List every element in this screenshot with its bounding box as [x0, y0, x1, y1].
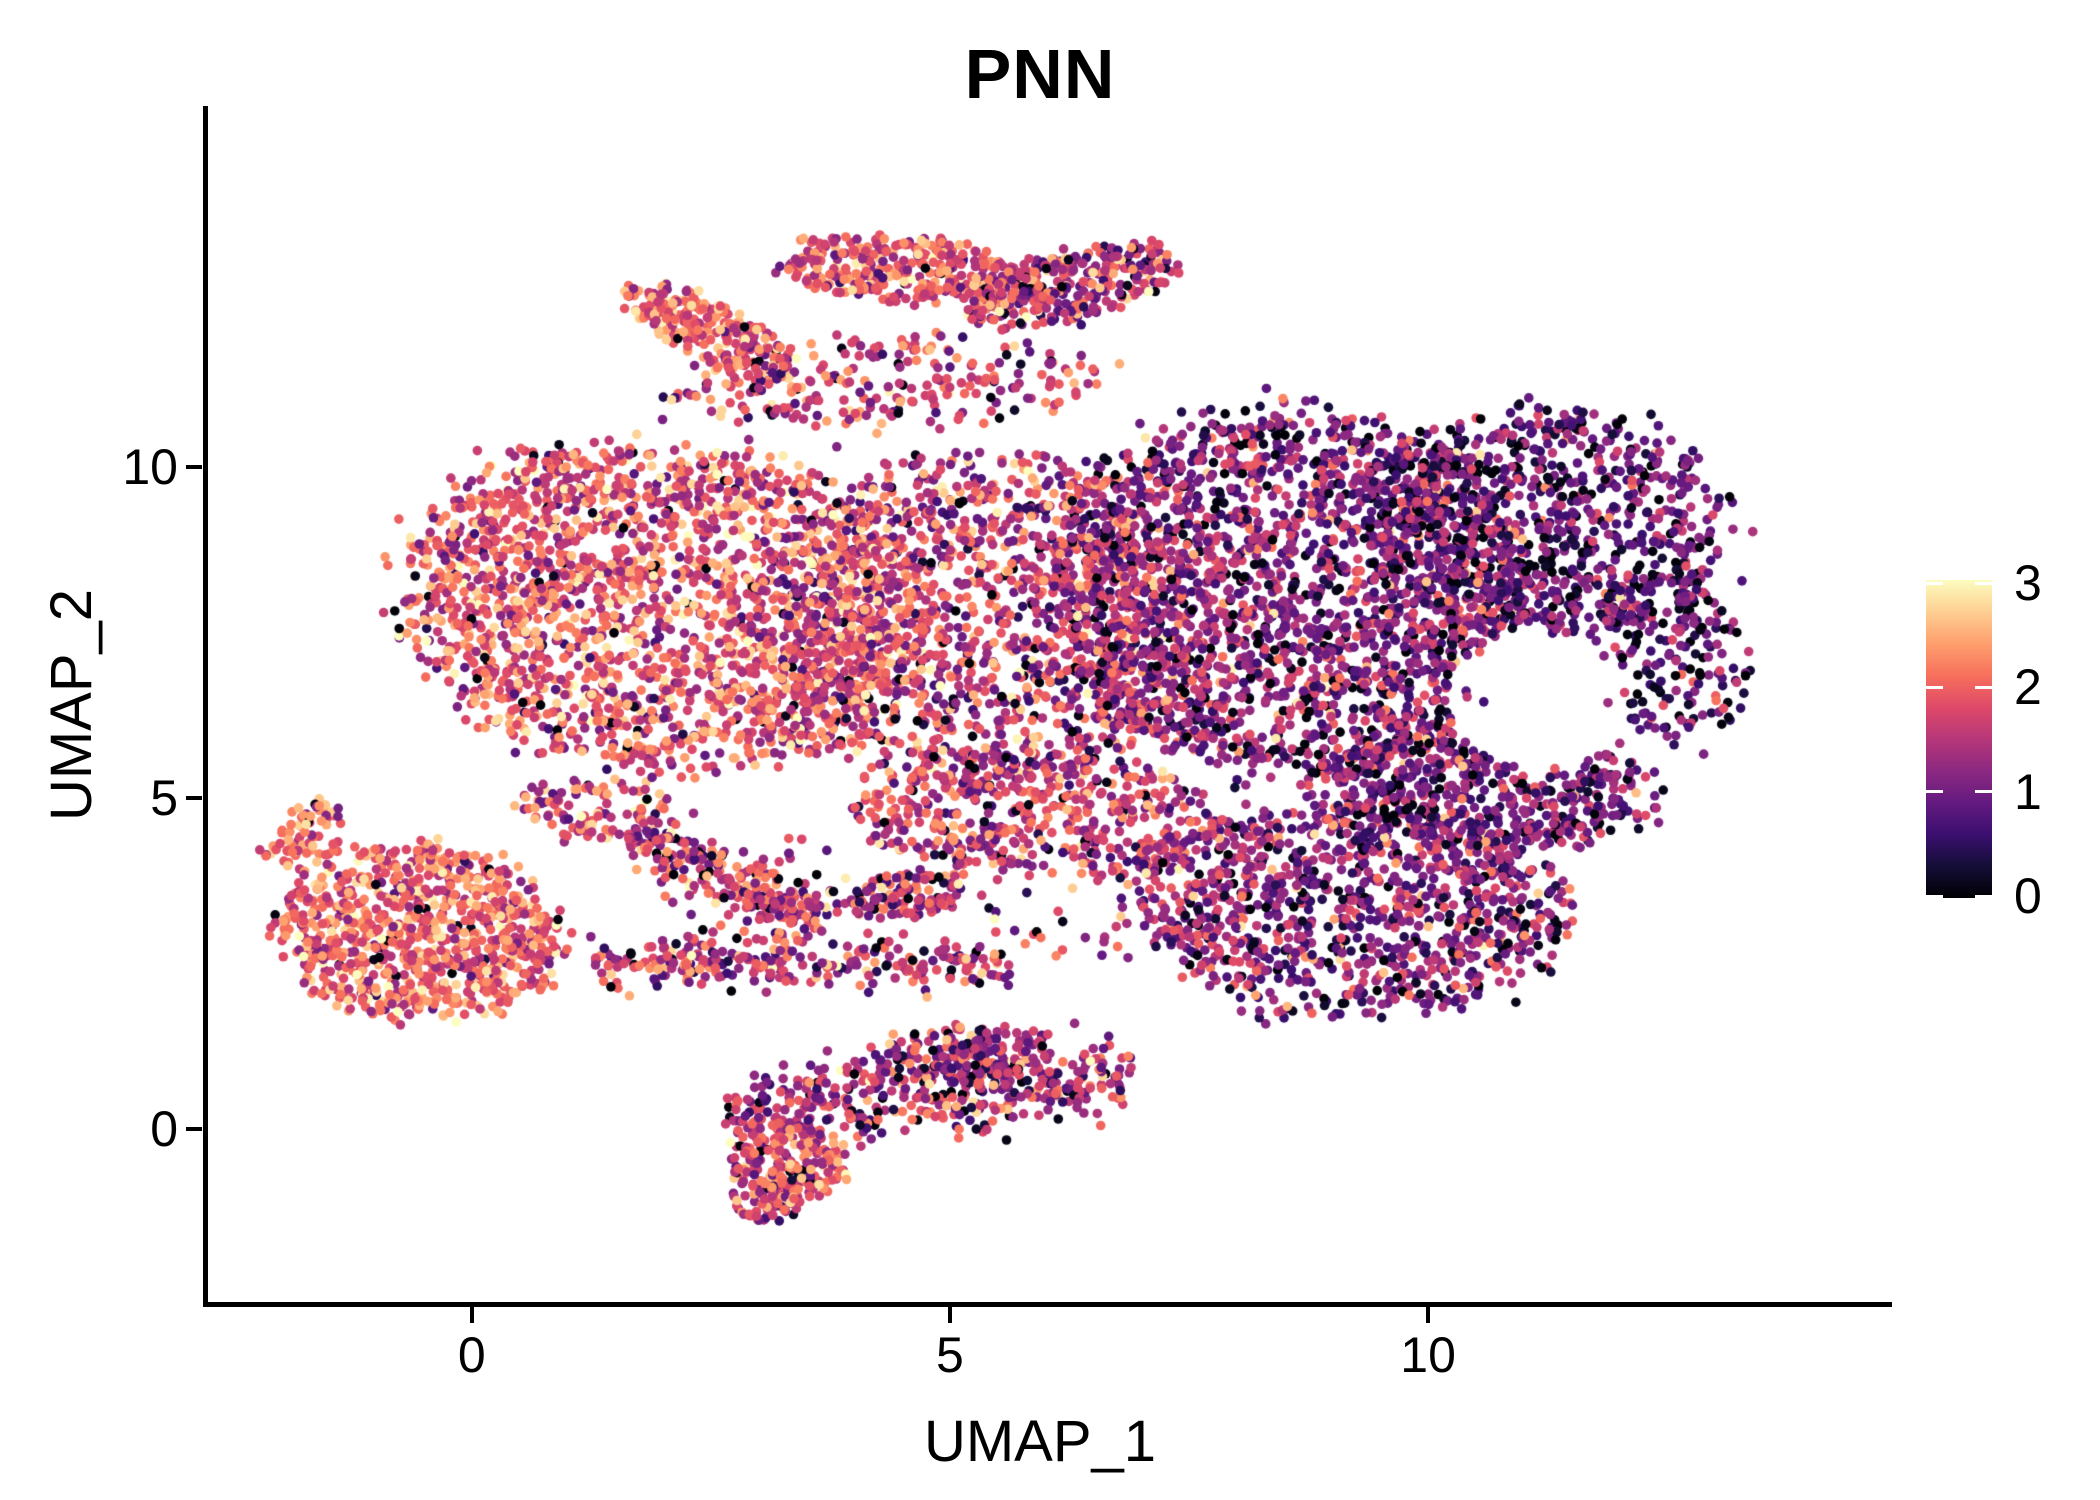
legend-tick-mark	[1975, 685, 1992, 689]
legend-tick-label: 0	[2014, 868, 2042, 924]
x-tick-label: 10	[1400, 1327, 1456, 1383]
y-tick-label: 5	[150, 769, 178, 826]
y-axis-label: UMAP_2	[39, 588, 104, 822]
plot-title: PNN	[964, 35, 1116, 113]
x-tick-label: 0	[457, 1327, 486, 1383]
legend-tick-mark	[1926, 581, 1943, 585]
legend-tick-mark	[1926, 685, 1943, 689]
x-axis-line	[203, 1302, 1892, 1307]
x-axis-label: UMAP_1	[923, 1409, 1157, 1474]
legend-tick-label: 2	[2014, 659, 2042, 716]
x-tick-label: 5	[936, 1327, 964, 1383]
y-tick-label: 10	[122, 439, 178, 496]
legend-tick-label: 1	[2014, 763, 2042, 820]
legend-tick-mark	[1926, 894, 1943, 898]
legend-tick-mark	[1926, 790, 1943, 794]
y-tick-mark	[186, 465, 202, 470]
y-axis-line	[203, 106, 208, 1304]
x-tick-mark	[469, 1307, 474, 1323]
x-tick-mark	[1426, 1307, 1431, 1323]
legend-tick-mark	[1975, 790, 1992, 794]
y-tick-mark	[186, 795, 202, 800]
legend-colorbar	[1926, 580, 1992, 898]
legend-tick-label: 3	[2014, 555, 2042, 611]
legend-tick-mark	[1975, 581, 1992, 585]
y-tick-label: 0	[150, 1100, 178, 1157]
legend-tick-mark	[1975, 894, 1992, 898]
y-tick-mark	[186, 1126, 202, 1131]
x-tick-mark	[947, 1307, 952, 1323]
